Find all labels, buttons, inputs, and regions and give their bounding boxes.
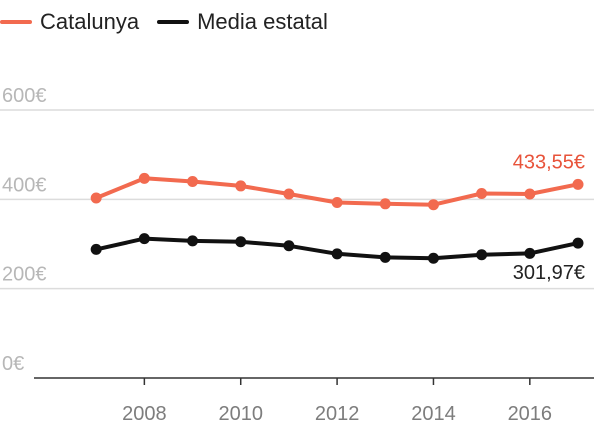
data-point-0-2009 (187, 175, 199, 187)
data-point-0-2008 (138, 172, 150, 184)
x-tick-label: 2010 (218, 403, 263, 425)
y-tick-label: 600€ (2, 85, 47, 107)
data-point-1-2007 (90, 243, 102, 255)
data-point-1-2009 (187, 235, 199, 247)
legend-swatch-media-estatal (157, 20, 190, 24)
data-point-1-2016 (524, 247, 536, 259)
data-point-0-2014 (427, 199, 439, 211)
data-point-1-2017 (572, 237, 584, 249)
end-value-label: 433,55€ (513, 151, 585, 173)
data-point-0-2010 (235, 180, 247, 192)
end-value-label: 301,97€ (513, 262, 585, 284)
legend-item-catalunya[interactable]: Catalunya (0, 9, 139, 35)
x-tick-label: 2012 (315, 403, 360, 425)
legend-label-media-estatal: Media estatal (197, 9, 328, 34)
data-point-1-2015 (476, 249, 488, 261)
data-point-0-2007 (90, 192, 102, 204)
chart-legend: Catalunya Media estatal (0, 8, 346, 36)
x-tick-label: 2008 (122, 403, 167, 425)
data-point-0-2017 (572, 178, 584, 190)
data-point-0-2011 (283, 188, 295, 200)
legend-swatch-catalunya (0, 20, 32, 24)
data-point-0-2015 (476, 188, 488, 200)
x-tick-label: 2014 (411, 403, 456, 425)
y-tick-label: 200€ (2, 264, 47, 286)
data-point-1-2013 (379, 251, 391, 263)
data-point-1-2010 (235, 236, 247, 248)
y-tick-label: 0€ (2, 353, 24, 375)
data-point-1-2014 (427, 252, 439, 264)
legend-item-media-estatal[interactable]: Media estatal (157, 9, 328, 35)
data-point-0-2012 (331, 196, 343, 208)
data-point-1-2011 (283, 240, 295, 252)
x-tick-label: 2016 (508, 403, 553, 425)
data-point-1-2008 (138, 233, 150, 245)
data-point-0-2016 (524, 188, 536, 200)
data-point-0-2013 (379, 198, 391, 210)
y-tick-label: 400€ (2, 174, 47, 196)
legend-label-catalunya: Catalunya (40, 9, 140, 34)
data-point-1-2012 (331, 248, 343, 260)
